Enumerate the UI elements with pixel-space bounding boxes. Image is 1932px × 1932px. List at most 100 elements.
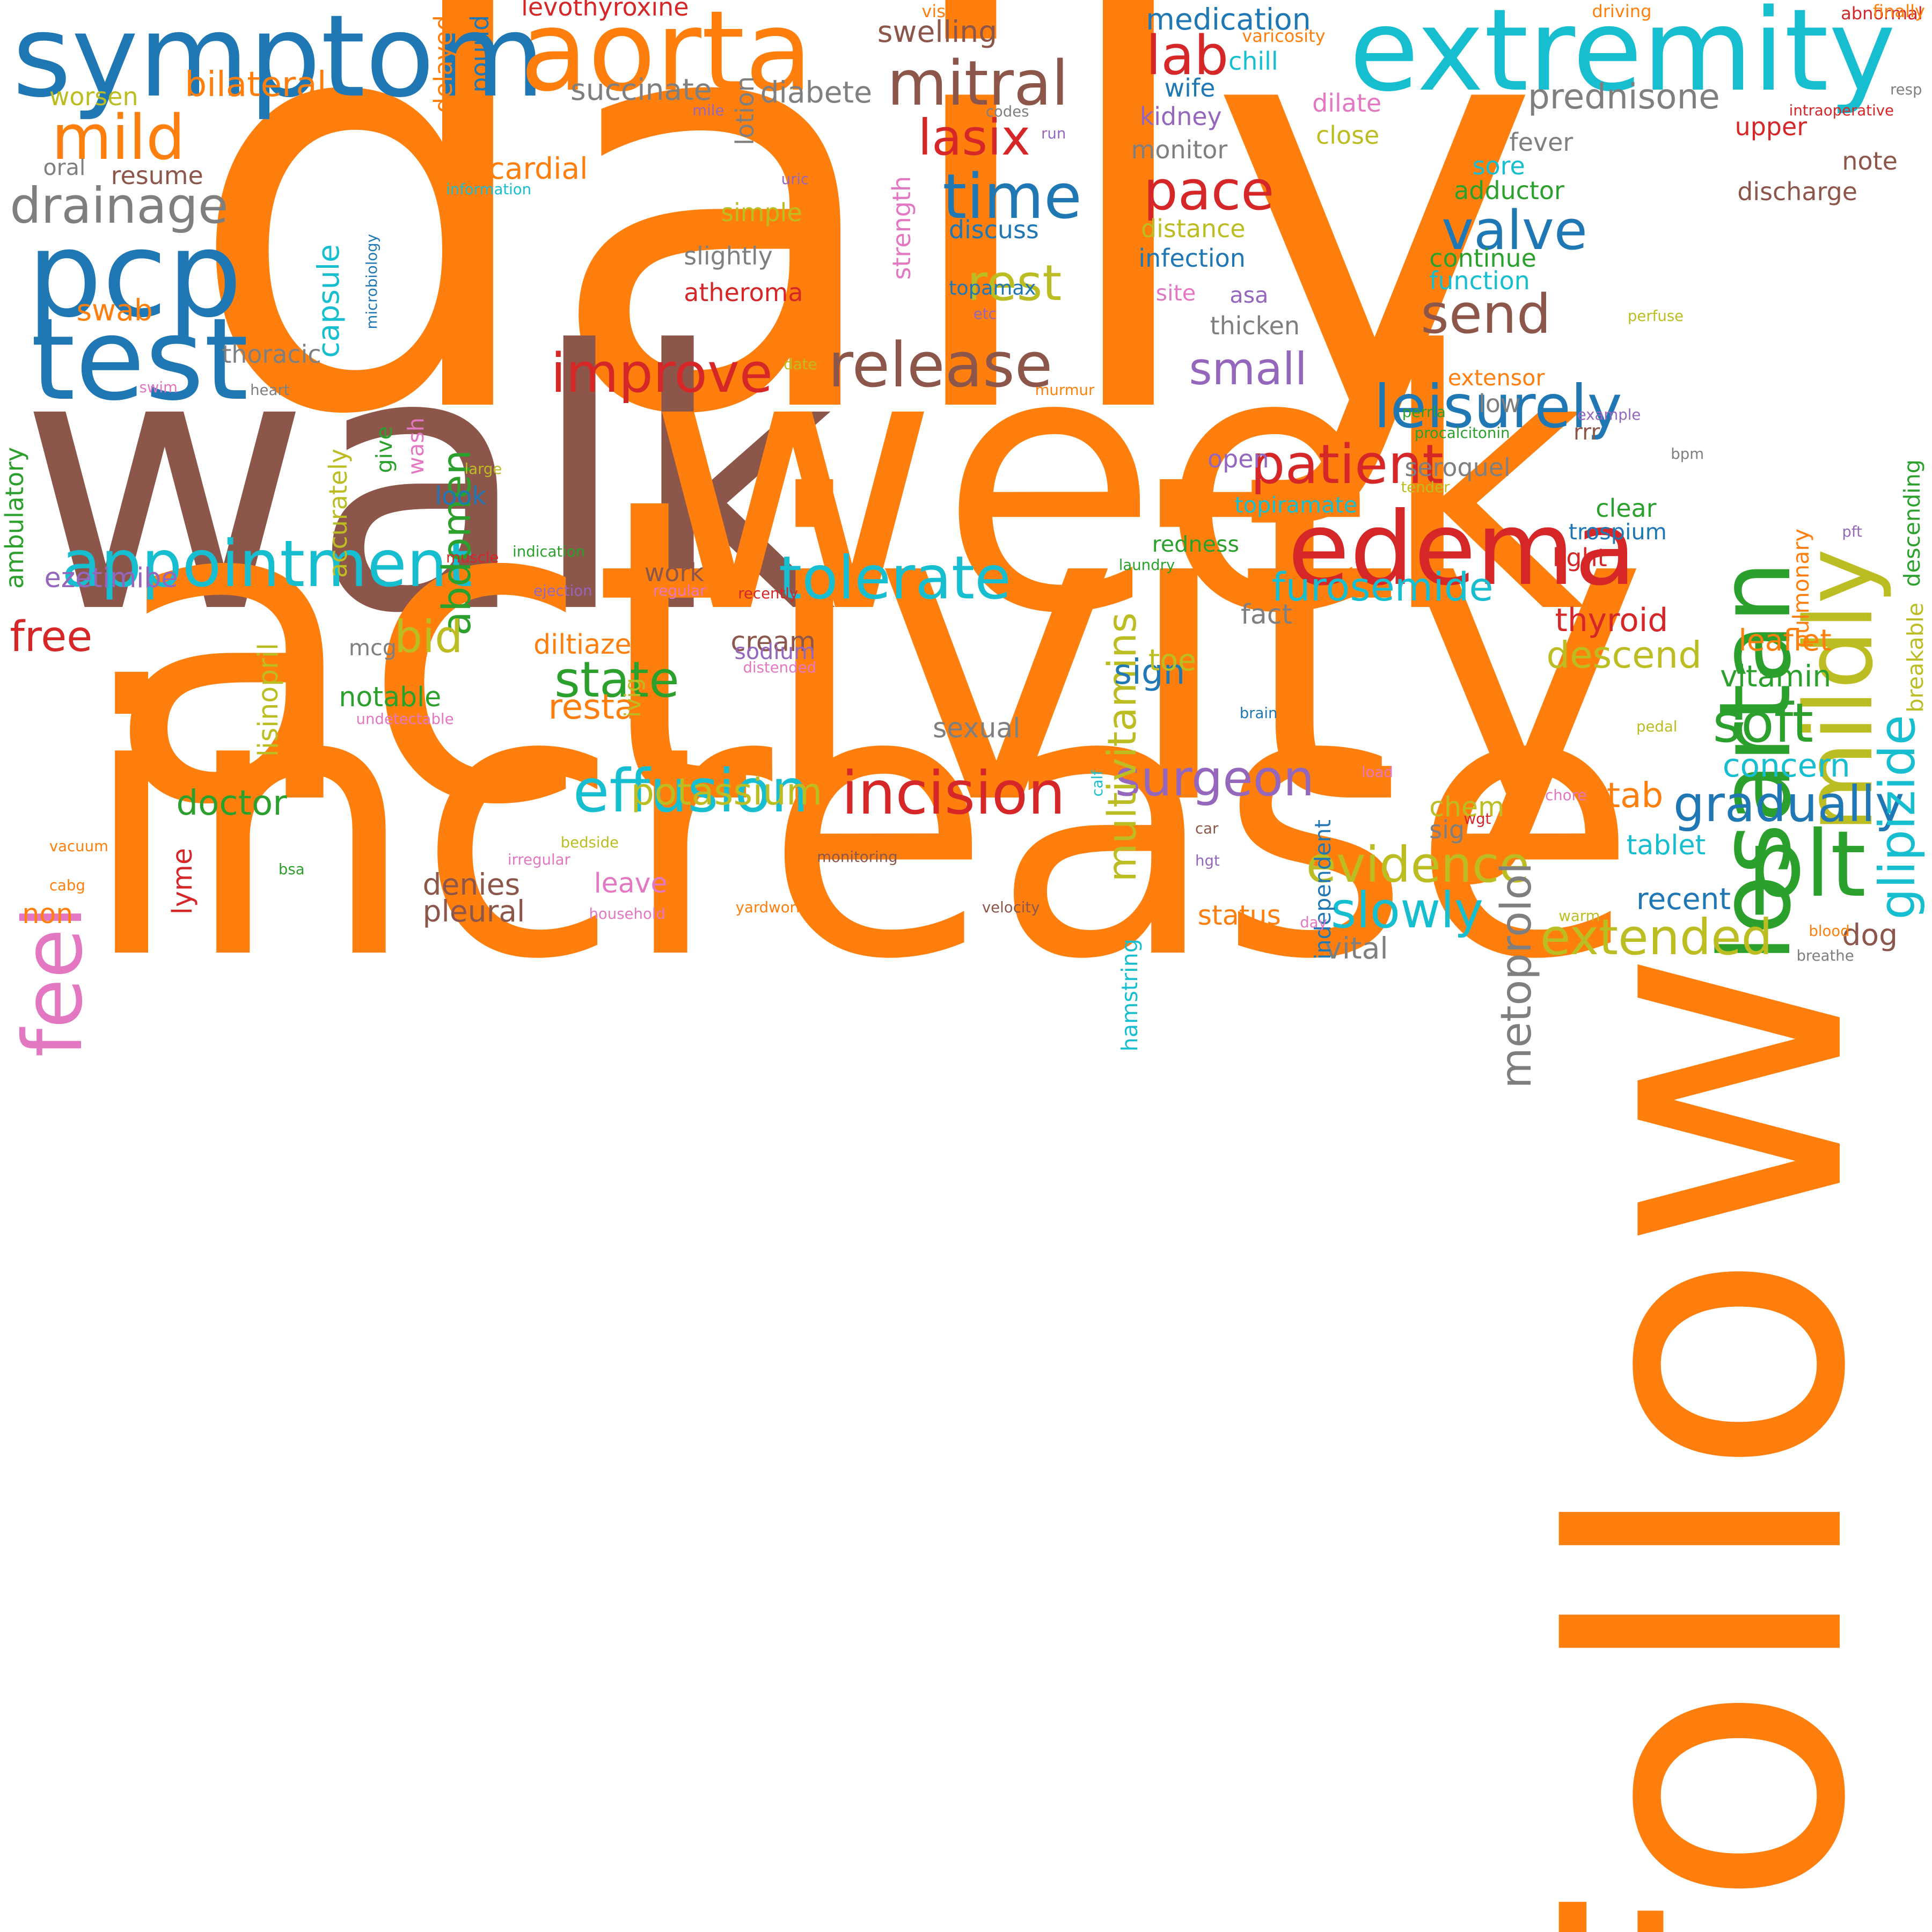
word-mitral: mitral bbox=[887, 47, 1069, 120]
word-resume: resume bbox=[111, 161, 203, 191]
word-topiramate: topiramate bbox=[1234, 492, 1358, 518]
word-close: close bbox=[1316, 120, 1380, 150]
word-tolerate: tolerate bbox=[779, 543, 1011, 612]
word-valve: valve bbox=[1441, 198, 1587, 262]
word-edema: edema bbox=[1287, 490, 1637, 608]
word-look: look bbox=[435, 481, 486, 511]
word-rrr: rrr bbox=[1573, 419, 1600, 445]
word-effusion: effusion bbox=[573, 756, 809, 825]
word-vacuum: vacuum bbox=[49, 837, 108, 855]
word-undetectable: undetectable bbox=[356, 711, 454, 728]
word-swab: swab bbox=[76, 293, 153, 328]
word-cabg: cabg bbox=[49, 876, 85, 894]
word-aorta: aorta bbox=[519, 0, 813, 116]
word-murmur: murmur bbox=[1035, 382, 1095, 399]
word-pace: pace bbox=[1143, 159, 1275, 223]
word-metoprolol: metoprolol bbox=[1492, 862, 1541, 1089]
word-etc: etc bbox=[973, 305, 997, 323]
word-recently: recently bbox=[738, 584, 799, 602]
word-atheroma: atheroma bbox=[684, 278, 803, 308]
word-brain: brain bbox=[1239, 704, 1278, 722]
word-ambulatory: ambulatory bbox=[0, 447, 29, 589]
word-diabete: diabete bbox=[760, 75, 872, 109]
word-lasix: lasix bbox=[918, 109, 1030, 167]
word-prednisone: prednisone bbox=[1527, 77, 1720, 118]
word-ejection: ejection bbox=[533, 582, 592, 600]
word-discharge: discharge bbox=[1737, 177, 1857, 207]
word-clear: clear bbox=[1596, 494, 1657, 523]
word-date: date bbox=[784, 355, 817, 373]
word-car: car bbox=[1195, 820, 1219, 838]
word-leave: leave bbox=[594, 867, 668, 899]
word-load: load bbox=[1361, 763, 1393, 781]
word-perfuse: perfuse bbox=[1627, 308, 1684, 325]
word-pleural: pleural bbox=[422, 894, 525, 929]
word-toe: toe bbox=[1148, 643, 1196, 678]
word-tablet: tablet bbox=[1626, 829, 1706, 861]
word-swelling: swelling bbox=[877, 14, 998, 49]
word-vitamin: vitamin bbox=[1720, 658, 1832, 693]
word-distended: distended bbox=[743, 658, 817, 676]
word-time: time bbox=[942, 160, 1082, 233]
word-regular: regular bbox=[653, 582, 706, 600]
word-notable: notable bbox=[339, 681, 442, 713]
word-free: free bbox=[10, 612, 93, 661]
word-bpm: bpm bbox=[1671, 445, 1704, 463]
word-worsen: worsen bbox=[49, 82, 138, 112]
word-potassium: potassium bbox=[631, 770, 823, 814]
word-large: large bbox=[464, 460, 502, 478]
word-furosemide: furosemide bbox=[1271, 565, 1494, 611]
word-oral: oral bbox=[43, 154, 86, 180]
word-household: household bbox=[589, 905, 665, 923]
word-drainage: drainage bbox=[10, 177, 229, 235]
word-adductor: adductor bbox=[1454, 175, 1564, 205]
word-asa: asa bbox=[1230, 282, 1269, 309]
word-pound: pound bbox=[465, 14, 495, 93]
word-finally: finally bbox=[1872, 1, 1925, 21]
word-send: send bbox=[1421, 282, 1552, 346]
word-leaflet: leaflet bbox=[1738, 623, 1832, 658]
word-independent: independent bbox=[1310, 819, 1336, 960]
word-wgt: wgt bbox=[1463, 810, 1491, 828]
word-ivig: ivig bbox=[620, 677, 646, 718]
word-incision: incision bbox=[841, 759, 1066, 828]
word-irregular: irregular bbox=[507, 851, 570, 868]
word-medication: medication bbox=[1146, 2, 1311, 37]
word-abnormal: abnormal bbox=[1841, 3, 1923, 24]
word-heart: heart bbox=[250, 382, 290, 399]
word-thoracic: thoracic bbox=[222, 340, 321, 369]
word-example: example bbox=[1577, 406, 1641, 423]
word-pulmonary: pulmonary bbox=[1788, 528, 1814, 648]
word-chore: chore bbox=[1545, 787, 1587, 804]
word-succinate: succinate bbox=[570, 72, 712, 107]
word-mcg: mcg bbox=[348, 634, 397, 661]
word-wash: wash bbox=[403, 418, 429, 475]
word-improve: improve bbox=[551, 341, 773, 405]
word-yardwork: yardwork bbox=[735, 899, 804, 917]
word-tender: tender bbox=[1401, 479, 1450, 496]
word-walk: walk bbox=[18, 276, 836, 692]
word-release: release bbox=[828, 330, 1053, 402]
word-hamstring: hamstring bbox=[1116, 939, 1143, 1052]
word-site: site bbox=[1155, 280, 1196, 306]
word-pcp: pcp bbox=[27, 205, 243, 343]
word-muscle: muscle bbox=[446, 549, 499, 567]
word-monitoring: monitoring bbox=[817, 848, 898, 866]
word-fact: fact bbox=[1240, 598, 1293, 631]
word-activity: activity bbox=[105, 408, 1649, 897]
word-bedside: bedside bbox=[560, 833, 619, 851]
word-mile: mile bbox=[692, 101, 724, 119]
word-function: function bbox=[1429, 266, 1530, 295]
word-pft: pft bbox=[1842, 523, 1862, 541]
word-work: work bbox=[644, 558, 704, 587]
word-status: status bbox=[1197, 899, 1281, 931]
word-continue: continue bbox=[1429, 244, 1536, 273]
word-dog: dog bbox=[1842, 918, 1898, 953]
word-calf: calf bbox=[1088, 770, 1106, 797]
word-delayed: delayed bbox=[428, 14, 458, 113]
word-increase: increase bbox=[80, 610, 1638, 1040]
word-vital: vital bbox=[1324, 931, 1388, 966]
word-pericardial: pericardial bbox=[431, 151, 588, 186]
word-breakable: breakable bbox=[1902, 602, 1929, 713]
word-discuss: discuss bbox=[948, 215, 1039, 245]
